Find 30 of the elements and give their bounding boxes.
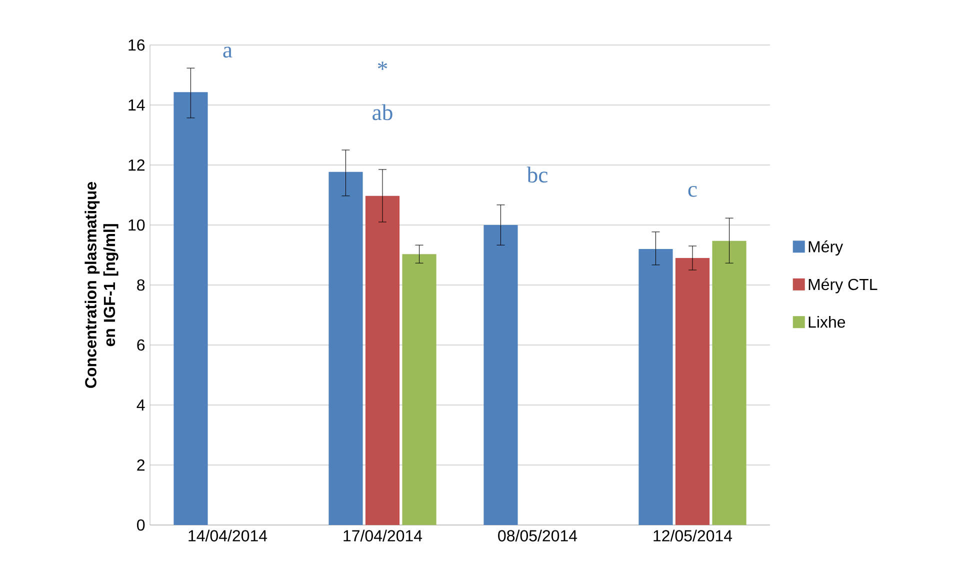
y-axis-title: Concentration plasmatique en IGF-1 [ng/ml]	[84, 182, 118, 388]
bar	[484, 225, 518, 525]
annotation: c	[688, 186, 697, 197]
y-tick-label: 0	[137, 519, 145, 531]
y-tick-label: 12	[128, 159, 144, 171]
bar	[365, 196, 400, 525]
bar	[712, 240, 746, 525]
annotation: *	[378, 62, 388, 70]
annotation: ab	[372, 104, 392, 120]
annotation: a	[223, 46, 232, 58]
legend-label: Méry CTL	[808, 278, 878, 294]
bar	[174, 92, 208, 525]
annotation: bc	[526, 166, 548, 183]
y-tick-label: 16	[128, 39, 145, 51]
bar	[638, 249, 673, 525]
legend-label: Méry	[808, 240, 844, 256]
x-tick-label: 14/04/2014	[188, 530, 268, 542]
y-tick-label: 6	[137, 339, 145, 351]
bar	[402, 254, 436, 525]
x-tick-label: 12/05/2014	[654, 530, 732, 542]
bar	[675, 258, 710, 525]
y-tick-label: 10	[128, 219, 145, 231]
x-tick-label: 08/05/2014	[498, 530, 578, 542]
y-tick-label: 14	[128, 100, 145, 111]
y-tick-label: 8	[137, 279, 145, 291]
y-tick-label: 2	[137, 459, 144, 471]
legend-label: Lixhe	[808, 316, 846, 328]
x-tick-label: 17/04/2014	[344, 530, 422, 542]
y-tick-label: 4	[136, 400, 145, 411]
bar	[328, 172, 363, 525]
